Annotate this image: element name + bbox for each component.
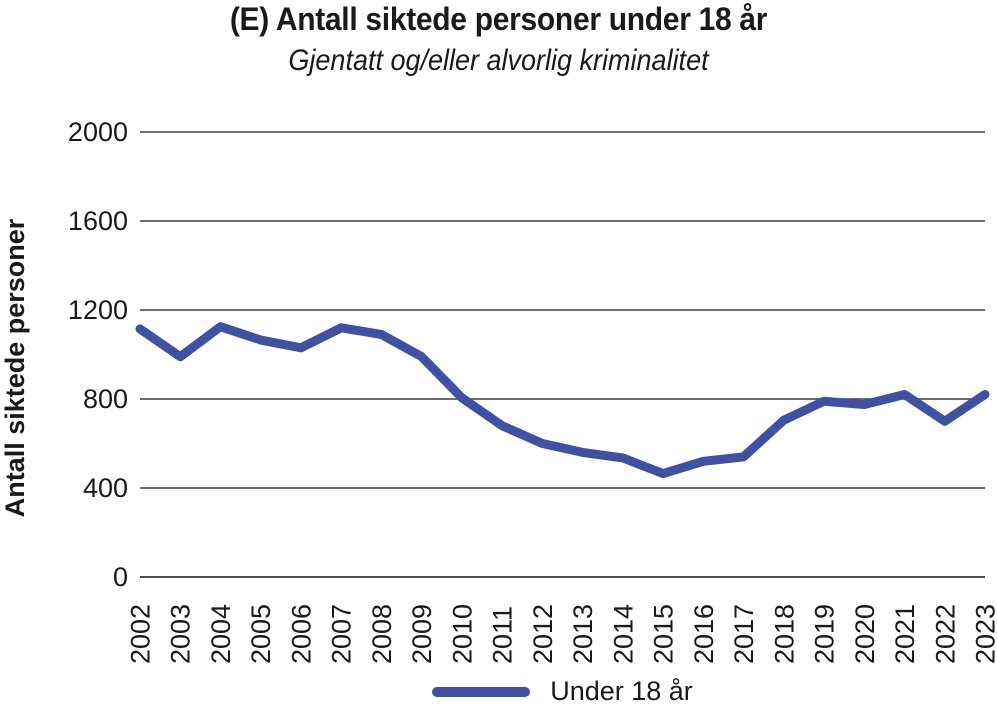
- x-tick-label: 2022: [930, 604, 960, 664]
- x-tick-label: 2006: [286, 604, 316, 664]
- x-tick-label: 2013: [568, 604, 598, 664]
- y-axis-label: Antall siktede personer: [0, 218, 30, 517]
- chart-subtitle: Gjentatt og/eller alvorlig kriminalitet: [288, 44, 709, 77]
- y-tick-label: 1200: [68, 295, 128, 325]
- x-tick-label: 2009: [407, 604, 437, 664]
- x-tick-label: 2017: [729, 604, 759, 664]
- y-tick-label: 800: [83, 384, 128, 414]
- x-tick-label: 2007: [327, 604, 357, 664]
- legend-label: Under 18 år: [550, 676, 693, 706]
- y-tick-label: 2000: [68, 117, 128, 147]
- y-tick-label: 1600: [68, 206, 128, 236]
- x-tick-label: 2008: [367, 604, 397, 664]
- x-tick-label: 2019: [810, 604, 840, 664]
- x-tick-label: 2015: [649, 604, 679, 664]
- x-tick-label: 2020: [850, 604, 880, 664]
- x-tick-label: 2021: [890, 604, 920, 664]
- x-tick-label: 2012: [528, 604, 558, 664]
- x-tick-label: 2005: [246, 604, 276, 664]
- x-tick-label: 2010: [447, 604, 477, 664]
- x-tick-label: 2002: [126, 604, 156, 664]
- x-tick-label: 2018: [769, 604, 799, 664]
- data-line-under-18-år: [135, 322, 990, 479]
- legend-line-swatch: [432, 686, 531, 697]
- x-tick-label: 2003: [166, 604, 196, 664]
- y-tick-label: 0: [113, 562, 128, 592]
- chart-title: (E) Antall siktede personer under 18 år: [229, 2, 768, 38]
- legend: Under 18 år: [140, 676, 985, 707]
- x-tick-label: 2016: [689, 604, 719, 664]
- x-tick-label: 2014: [608, 604, 638, 664]
- y-tick-label: 400: [83, 473, 128, 503]
- x-tick-label: 2004: [206, 604, 236, 664]
- x-tick-label: 2011: [488, 606, 518, 664]
- x-tick-label: 2023: [971, 604, 997, 664]
